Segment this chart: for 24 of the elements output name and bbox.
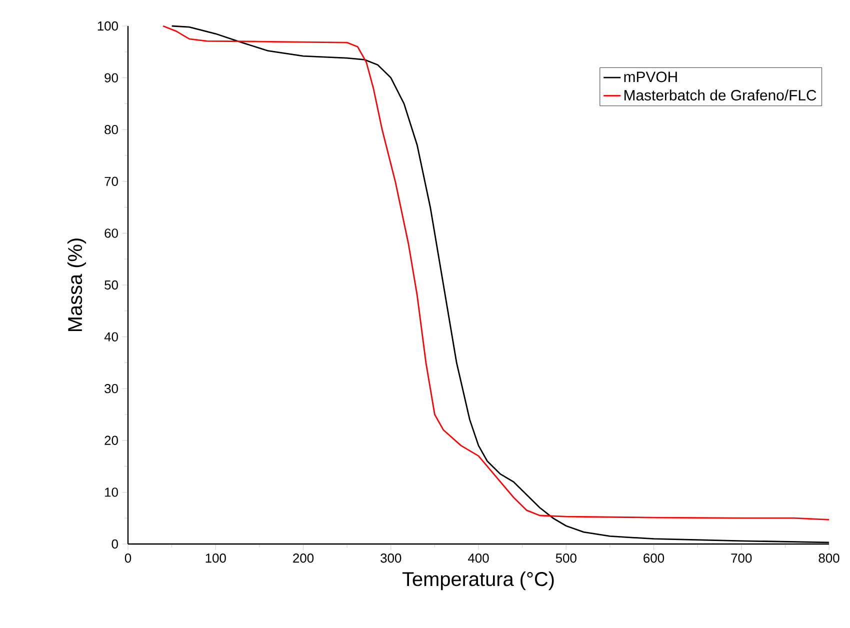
- y-tick-label: 50: [104, 280, 118, 290]
- x-tick-label: 400: [468, 554, 489, 563]
- y-tick-label: 20: [104, 436, 118, 445]
- y-tick-label: 80: [104, 125, 118, 134]
- y-tick-label: 70: [104, 176, 118, 186]
- y-tick-label: 90: [104, 73, 118, 82]
- x-tick-label: 100: [206, 554, 226, 563]
- x-tick-label: 800: [818, 554, 840, 563]
- x-tick-label: 500: [556, 554, 576, 563]
- x-tick-label: 300: [380, 554, 402, 563]
- y-tick-label: 40: [104, 332, 118, 342]
- x-axis-title: Temperatura (°C): [402, 572, 554, 590]
- x-tick-label: 600: [644, 554, 664, 563]
- y-tick-label: 100: [98, 21, 118, 31]
- x-tick-label: 0: [124, 554, 132, 563]
- y-axis-title: Massa (%): [67, 238, 86, 331]
- legend-label: mPVOH: [624, 72, 677, 82]
- y-tick-label: 60: [104, 228, 118, 238]
- x-tick-label: 200: [293, 554, 314, 563]
- legend-label: Masterbatch de Grafeno/FLC: [624, 90, 816, 101]
- y-tick-label: 30: [104, 384, 118, 394]
- x-tick-label: 700: [731, 554, 752, 563]
- y-tick-label: 10: [105, 488, 118, 497]
- y-tick-label: 0: [112, 539, 118, 549]
